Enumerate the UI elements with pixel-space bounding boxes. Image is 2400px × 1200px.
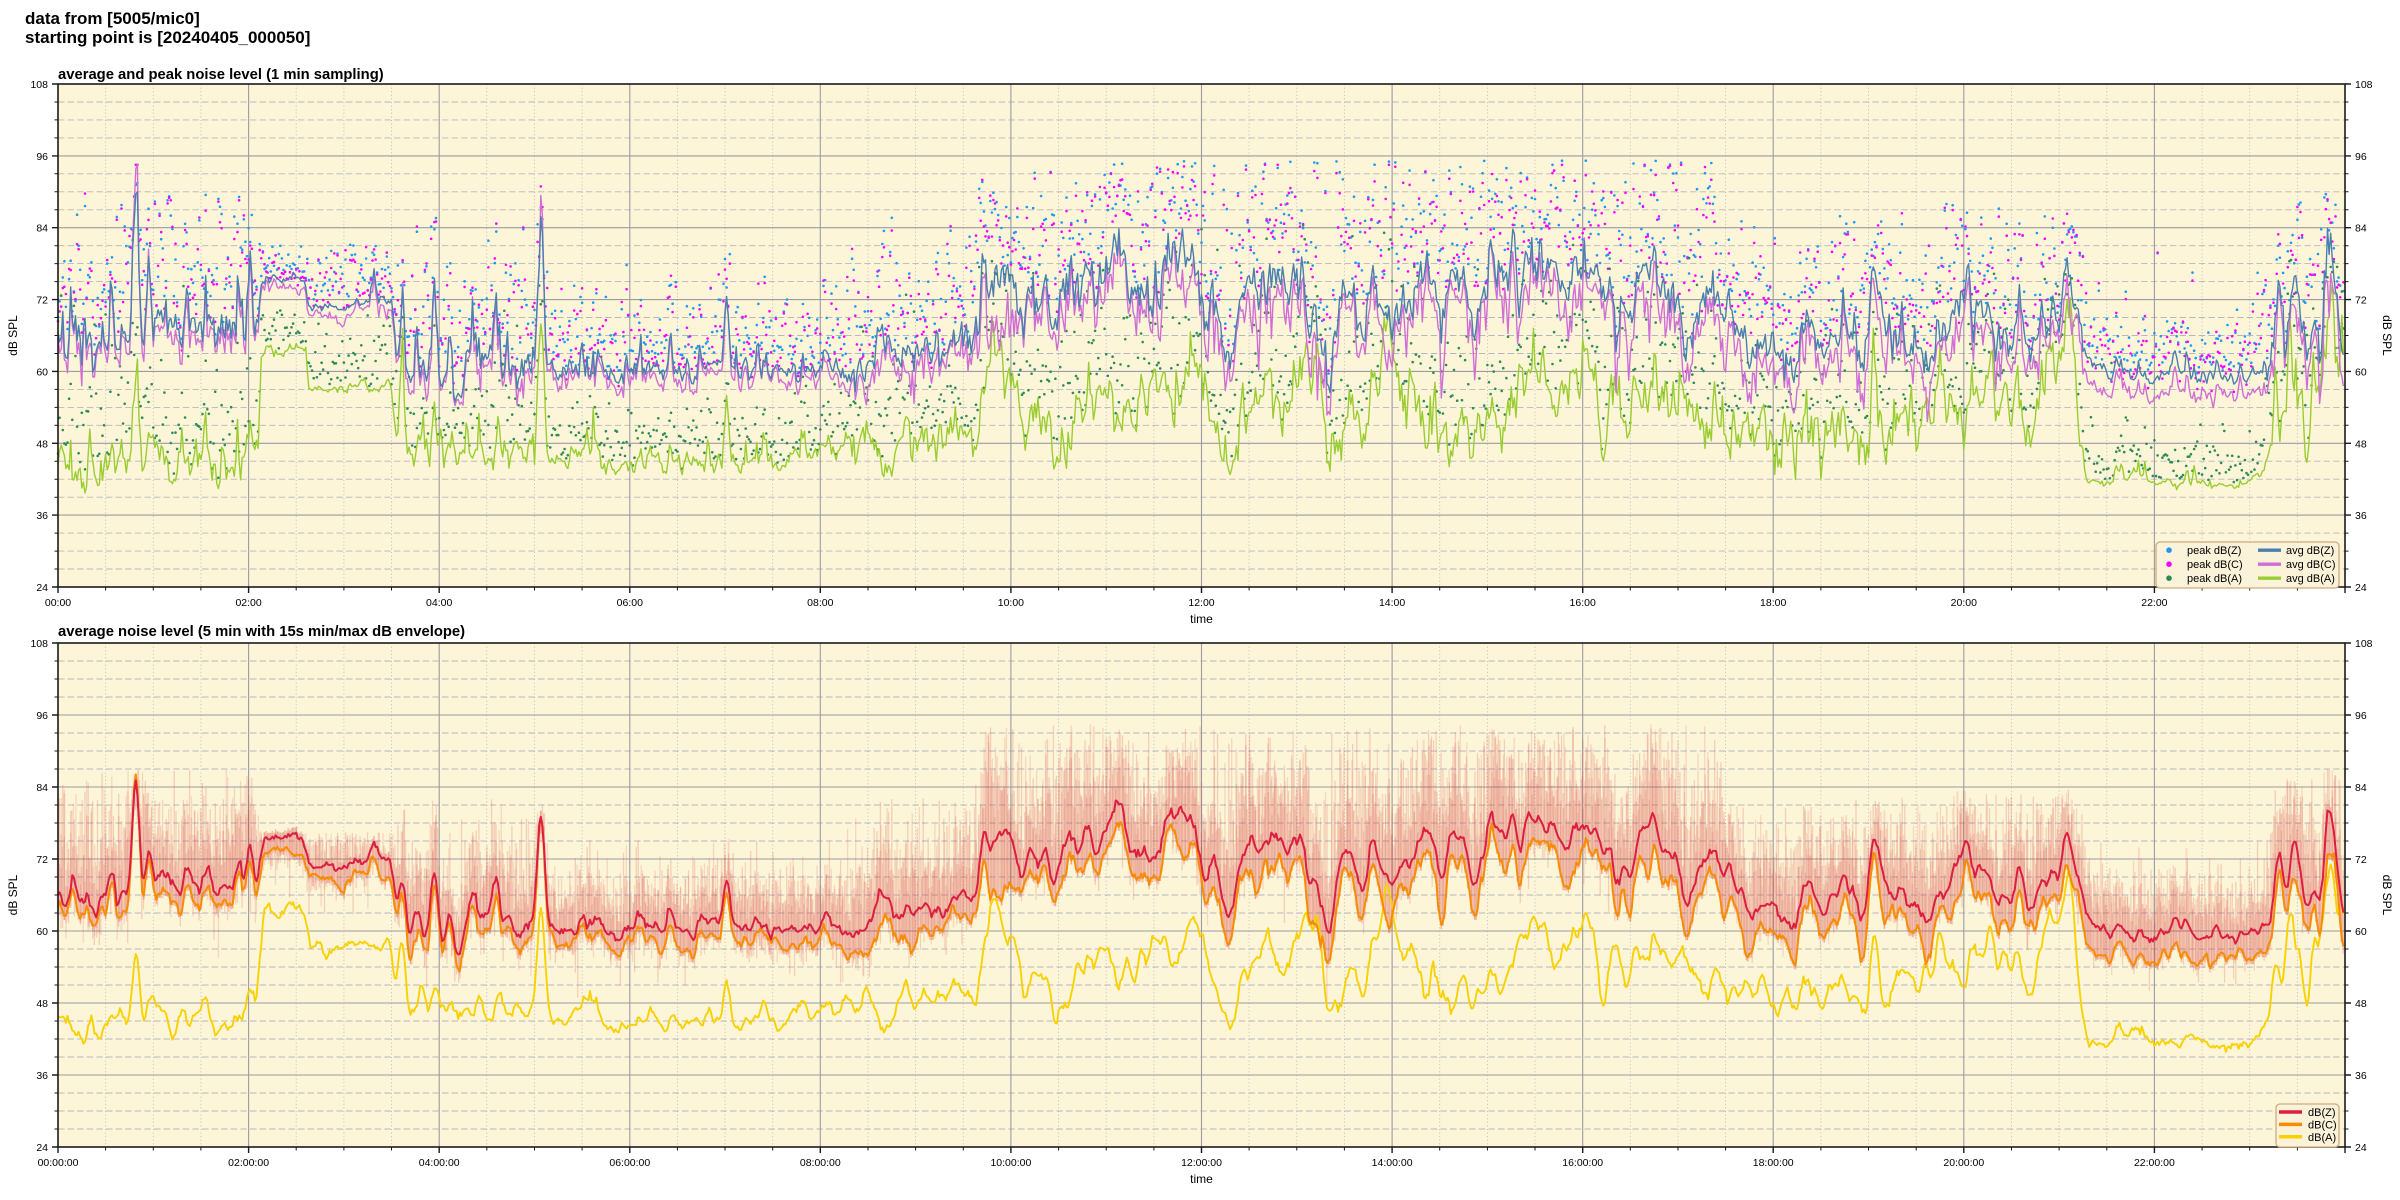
svg-text:dB SPL: dB SPL <box>6 315 20 356</box>
svg-text:06:00:00: 06:00:00 <box>609 1157 650 1169</box>
svg-text:10:00: 10:00 <box>998 597 1024 609</box>
svg-text:18:00: 18:00 <box>1760 597 1786 609</box>
svg-text:24: 24 <box>2355 582 2367 594</box>
svg-text:96: 96 <box>36 151 48 163</box>
svg-text:time: time <box>1190 612 1213 626</box>
svg-text:72: 72 <box>36 854 48 866</box>
svg-text:20:00: 20:00 <box>1951 597 1977 609</box>
svg-text:84: 84 <box>36 223 48 235</box>
svg-text:00:00:00: 00:00:00 <box>38 1157 79 1169</box>
svg-text:dB SPL: dB SPL <box>2380 875 2394 916</box>
svg-text:84: 84 <box>36 782 48 794</box>
svg-text:02:00: 02:00 <box>235 597 261 609</box>
svg-text:60: 60 <box>36 926 48 938</box>
svg-text:36: 36 <box>2355 1070 2367 1082</box>
svg-text:avg dB(C): avg dB(C) <box>2286 559 2336 571</box>
svg-text:48: 48 <box>36 438 48 450</box>
svg-text:average and peak noise level (: average and peak noise level (1 min samp… <box>58 67 384 83</box>
svg-text:dB SPL: dB SPL <box>2380 315 2394 356</box>
svg-text:22:00: 22:00 <box>2141 597 2167 609</box>
svg-text:22:00:00: 22:00:00 <box>2134 1157 2175 1169</box>
svg-text:data from [5005/mic0]: data from [5005/mic0] <box>25 9 200 28</box>
svg-text:08:00: 08:00 <box>807 597 833 609</box>
svg-text:20:00:00: 20:00:00 <box>1943 1157 1984 1169</box>
svg-text:dB(C): dB(C) <box>2308 1119 2337 1131</box>
svg-text:peak dB(C): peak dB(C) <box>2187 559 2243 571</box>
svg-text:96: 96 <box>2355 710 2367 722</box>
svg-text:24: 24 <box>36 582 48 594</box>
svg-text:time: time <box>1190 1172 1213 1186</box>
svg-text:dB SPL: dB SPL <box>6 874 20 915</box>
svg-text:14:00: 14:00 <box>1379 597 1405 609</box>
svg-text:08:00:00: 08:00:00 <box>800 1157 841 1169</box>
svg-text:avg dB(Z): avg dB(Z) <box>2286 545 2334 557</box>
svg-text:04:00: 04:00 <box>426 597 452 609</box>
svg-text:peak dB(A): peak dB(A) <box>2187 573 2242 585</box>
svg-text:dB(Z): dB(Z) <box>2308 1107 2336 1119</box>
svg-text:108: 108 <box>30 638 48 650</box>
svg-text:average noise level (5 min wit: average noise level (5 min with 15s min/… <box>58 624 465 640</box>
svg-text:84: 84 <box>2355 223 2367 235</box>
svg-text:84: 84 <box>2355 782 2367 794</box>
svg-text:12:00:00: 12:00:00 <box>1181 1157 1222 1169</box>
svg-text:96: 96 <box>36 710 48 722</box>
svg-text:16:00: 16:00 <box>1570 597 1596 609</box>
svg-text:108: 108 <box>2355 79 2373 91</box>
svg-text:24: 24 <box>36 1142 48 1154</box>
svg-text:36: 36 <box>2355 510 2367 522</box>
svg-text:06:00: 06:00 <box>617 597 643 609</box>
svg-text:24: 24 <box>2355 1142 2367 1154</box>
svg-text:96: 96 <box>2355 151 2367 163</box>
svg-text:60: 60 <box>36 366 48 378</box>
svg-text:avg dB(A): avg dB(A) <box>2286 573 2335 585</box>
svg-text:60: 60 <box>2355 366 2367 378</box>
svg-text:02:00:00: 02:00:00 <box>228 1157 269 1169</box>
svg-text:72: 72 <box>36 295 48 307</box>
svg-text:04:00:00: 04:00:00 <box>419 1157 460 1169</box>
svg-text:18:00:00: 18:00:00 <box>1753 1157 1794 1169</box>
svg-text:36: 36 <box>36 510 48 522</box>
svg-text:00:00: 00:00 <box>45 597 71 609</box>
svg-text:starting point is [20240405_00: starting point is [20240405_000050] <box>25 28 310 47</box>
svg-text:48: 48 <box>2355 998 2367 1010</box>
svg-text:72: 72 <box>2355 854 2367 866</box>
svg-text:10:00:00: 10:00:00 <box>990 1157 1031 1169</box>
svg-text:48: 48 <box>2355 438 2367 450</box>
svg-text:12:00: 12:00 <box>1188 597 1214 609</box>
svg-text:108: 108 <box>2355 638 2373 650</box>
svg-text:dB(A): dB(A) <box>2308 1132 2336 1144</box>
svg-text:48: 48 <box>36 998 48 1010</box>
svg-text:peak dB(Z): peak dB(Z) <box>2187 545 2241 557</box>
svg-text:14:00:00: 14:00:00 <box>1372 1157 1413 1169</box>
svg-text:72: 72 <box>2355 295 2367 307</box>
svg-text:36: 36 <box>36 1070 48 1082</box>
svg-text:60: 60 <box>2355 926 2367 938</box>
svg-text:16:00:00: 16:00:00 <box>1562 1157 1603 1169</box>
svg-text:108: 108 <box>30 79 48 91</box>
